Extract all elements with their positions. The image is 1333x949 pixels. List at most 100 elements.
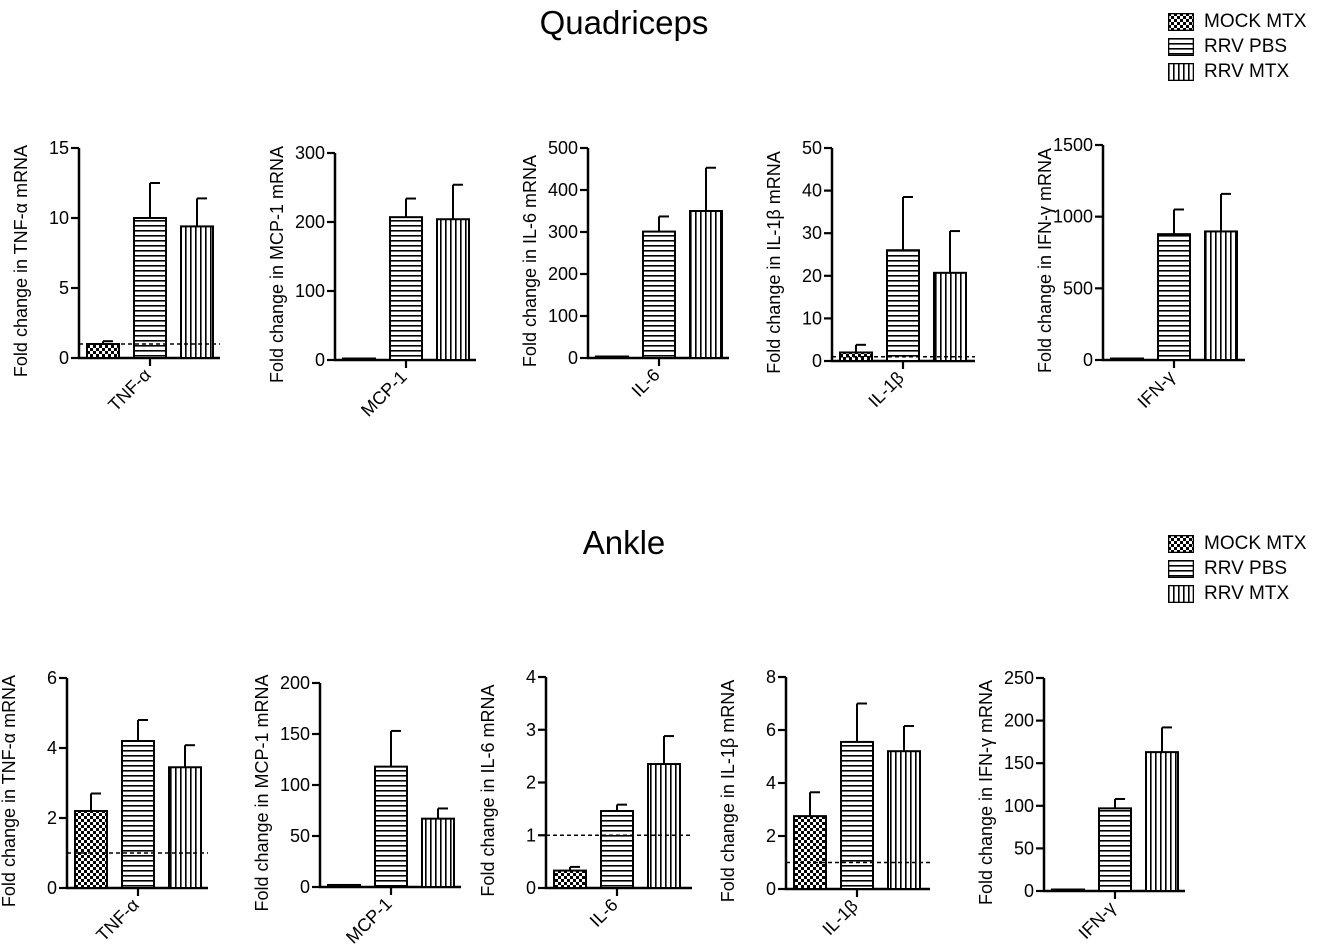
y-tick-label: 150	[280, 724, 310, 744]
y-tick-label: 200	[1004, 711, 1034, 731]
x-category-label: IL-1β	[864, 368, 907, 411]
x-category-label: IL-1β	[818, 896, 861, 939]
bar	[436, 218, 470, 361]
y-tick-label: 10	[802, 308, 822, 328]
y-tick-label: 20	[802, 266, 822, 286]
legend-label: RRV MTX	[1204, 582, 1290, 604]
y-tick-label: 30	[802, 223, 822, 243]
bar	[180, 225, 214, 359]
bar	[1051, 888, 1085, 892]
bar	[327, 883, 361, 889]
y-tick-label: 1	[526, 825, 536, 845]
chart-panel: 0 2 4 6 8 Fold change in IL-1β mRNA IL-1β	[718, 667, 930, 939]
y-tick-label: 2	[526, 773, 536, 793]
bar	[168, 766, 202, 889]
chart-panel: 0 1 2 3 4 Fold change in IL-6 mRNA IL-6	[478, 667, 692, 931]
y-tick-label: 0	[47, 878, 57, 898]
y-axis-label: Fold change in IL-1β mRNA	[764, 151, 784, 373]
legend-item-rrv-pbs: RRV PBS	[1168, 556, 1306, 581]
legend-label: RRV MTX	[1204, 60, 1290, 82]
x-category-label: IL-6	[628, 365, 664, 401]
legend-item-mock-mtx: MOCK MTX	[1168, 531, 1306, 556]
legend-label: MOCK MTX	[1204, 10, 1307, 32]
bar	[86, 343, 120, 359]
y-tick-label: 400	[548, 180, 578, 200]
y-tick-label: 200	[295, 212, 325, 232]
y-axis-label: Fold change in IL-6 mRNA	[520, 155, 540, 367]
y-axis-label: Fold change in IFN-γ mRNA	[976, 680, 996, 905]
y-tick-label: 6	[766, 720, 776, 740]
y-tick-label: 0	[1024, 881, 1034, 901]
y-tick-label: 4	[526, 667, 536, 687]
bar	[642, 230, 676, 359]
y-tick-label: 4	[47, 738, 57, 758]
chart-panel: 0 100 200 300 Fold change in MCP-1 mRNA MCP-1	[267, 143, 476, 420]
bar	[121, 740, 155, 889]
chart-panel: 0 2 4 6 Fold change in TNF-α mRNA TNF-α	[0, 668, 208, 945]
legend-swatch-vlines	[1168, 62, 1194, 81]
y-tick-label: 0	[315, 350, 325, 370]
y-tick-label: 150	[1004, 753, 1034, 773]
x-category-label: TNF-α	[92, 895, 142, 945]
y-tick-label: 0	[1083, 350, 1093, 370]
x-category-label: IL-6	[586, 895, 622, 931]
legend-swatch-vlines	[1168, 584, 1194, 603]
y-tick-label: 300	[295, 143, 325, 163]
legend-label: RRV PBS	[1204, 35, 1288, 57]
y-tick-label: 0	[526, 878, 536, 898]
bar	[1098, 807, 1132, 893]
y-tick-label: 4	[766, 773, 776, 793]
y-tick-label: 0	[812, 351, 822, 371]
y-tick-label: 100	[295, 281, 325, 301]
bar	[1157, 233, 1191, 361]
y-tick-label: 100	[1004, 796, 1034, 816]
y-axis-label: Fold change in IFN-γ mRNA	[1035, 148, 1055, 373]
y-tick-label: 200	[280, 673, 310, 693]
legend-quadriceps: MOCK MTX RRV PBS RRV MTX	[1168, 9, 1306, 84]
y-tick-label: 100	[548, 306, 578, 326]
y-axis-label: Fold change in IL-1β mRNA	[718, 680, 738, 902]
chart-panel: 0 10 20 30 40 50 Fold change in IL-1β mRNA IL-1…	[764, 138, 975, 411]
bar	[887, 750, 921, 891]
y-tick-label: 0	[300, 877, 310, 897]
y-tick-label: 500	[1063, 278, 1093, 298]
chart-panel: 0 5 10 15 Fold change in TNF-α mRNA TNF-α	[11, 138, 220, 415]
y-tick-label: 8	[766, 667, 776, 687]
legend-label: RRV PBS	[1204, 557, 1288, 579]
x-category-label: IFN-γ	[1134, 367, 1179, 412]
legend-label: MOCK MTX	[1204, 532, 1307, 554]
y-tick-label: 1500	[1053, 135, 1093, 155]
bar	[342, 357, 376, 361]
y-tick-label: 50	[802, 138, 822, 158]
y-tick-label: 50	[290, 826, 310, 846]
y-tick-label: 0	[568, 348, 578, 368]
bar	[886, 249, 920, 363]
bar	[421, 817, 455, 888]
section-title-ankle: Ankle	[582, 524, 666, 561]
y-tick-label: 2	[766, 826, 776, 846]
y-tick-label: 0	[766, 879, 776, 899]
y-axis-label: Fold change in TNF-α mRNA	[11, 145, 31, 377]
chart-panel: 0 50 100 150 200 Fold change in MCP-1 mRNA MCP…	[252, 673, 461, 947]
legend-item-rrv-pbs: RRV PBS	[1168, 34, 1306, 59]
bar	[600, 809, 634, 889]
y-tick-label: 50	[1014, 838, 1034, 858]
x-category-label: TNF-α	[104, 365, 154, 415]
bar	[553, 869, 587, 890]
y-tick-label: 6	[47, 668, 57, 688]
bar	[647, 763, 681, 889]
y-tick-label: 200	[548, 264, 578, 284]
legend-item-rrv-mtx: RRV MTX	[1168, 59, 1306, 84]
y-tick-label: 40	[802, 181, 822, 201]
bar	[1145, 751, 1179, 893]
section-title-quadriceps: Quadriceps	[539, 4, 709, 41]
x-category-label: MCP-1	[342, 894, 396, 948]
legend-swatch-hlines	[1168, 559, 1194, 578]
legend-swatch-checker	[1168, 534, 1194, 553]
y-axis-label: Fold change in IL-6 mRNA	[478, 684, 498, 896]
y-tick-label: 100	[280, 775, 310, 795]
y-tick-label: 250	[1004, 668, 1034, 688]
bar	[933, 271, 967, 362]
y-tick-label: 300	[548, 222, 578, 242]
